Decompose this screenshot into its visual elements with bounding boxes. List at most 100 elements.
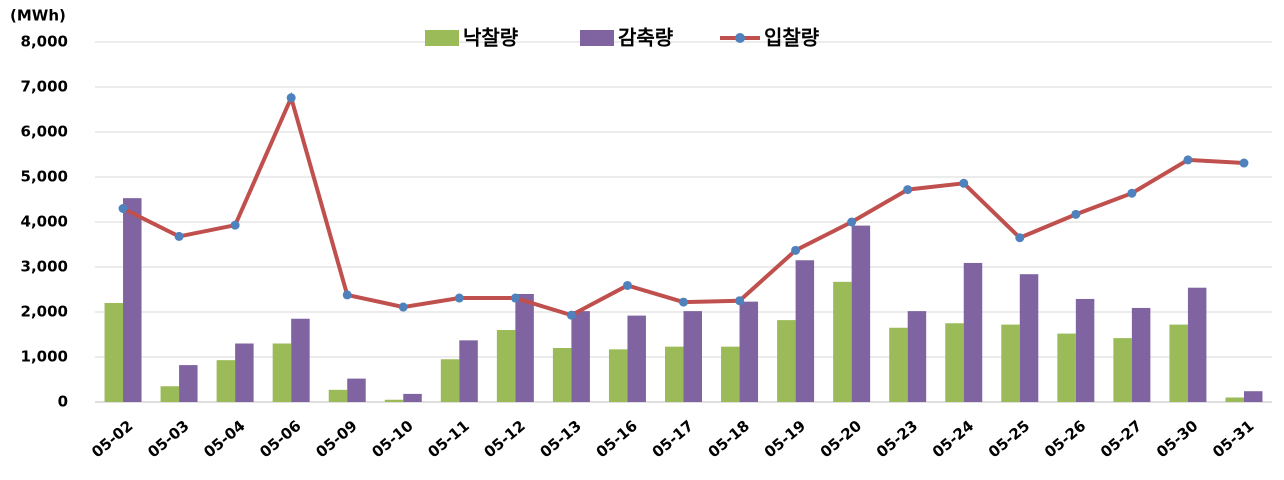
y-axis-unit: (MWh) xyxy=(10,7,66,25)
line-marker xyxy=(1183,155,1193,165)
bar xyxy=(160,386,180,402)
bar xyxy=(291,318,310,402)
x-tick-label: 05-10 xyxy=(368,417,416,462)
x-tick-label: 05-26 xyxy=(1041,417,1089,462)
x-tick-label: 05-11 xyxy=(424,417,472,462)
line-marker xyxy=(1071,209,1081,219)
bar xyxy=(1187,287,1207,402)
line-marker xyxy=(1127,188,1137,198)
x-tick-label: 05-12 xyxy=(480,417,528,462)
bar xyxy=(795,260,815,402)
line-marker xyxy=(342,290,352,300)
x-tick-label: 05-16 xyxy=(593,417,641,462)
y-tick-label: 6,000 xyxy=(21,123,68,141)
line-marker xyxy=(735,296,745,306)
bar xyxy=(608,349,628,402)
bar xyxy=(907,311,927,402)
x-tick-label: 05-24 xyxy=(929,417,977,462)
bar xyxy=(1057,333,1076,402)
y-tick-label: 3,000 xyxy=(21,258,68,276)
bar xyxy=(235,343,254,402)
x-tick-label: 05-03 xyxy=(144,417,192,462)
bar xyxy=(104,303,124,402)
y-tick-label: 0 xyxy=(58,393,68,411)
line-marker xyxy=(174,231,184,241)
bar xyxy=(403,393,422,402)
x-tick-label: 05-02 xyxy=(88,417,136,462)
bar xyxy=(384,399,404,402)
x-tick-label: 05-06 xyxy=(256,417,304,462)
line-marker xyxy=(230,220,240,230)
bar xyxy=(889,327,908,402)
bar xyxy=(1001,324,1020,402)
x-tick-label: 05-18 xyxy=(705,417,753,462)
bar xyxy=(347,378,366,402)
bar xyxy=(851,225,871,402)
line-marker xyxy=(903,185,913,195)
bar xyxy=(123,198,142,402)
bar xyxy=(1243,391,1263,402)
x-tick-label: 05-04 xyxy=(200,417,248,462)
line-marker xyxy=(622,280,632,290)
legend: 낙찰량 감축량 입찰량 xyxy=(425,26,820,50)
legend-label: 감축량 xyxy=(618,26,674,50)
bar xyxy=(1131,307,1151,402)
bar xyxy=(1113,338,1132,402)
line-marker xyxy=(454,293,464,303)
x-tick-label: 05-30 xyxy=(1153,417,1201,462)
y-tick-label: 7,000 xyxy=(21,78,68,96)
bar xyxy=(179,365,198,402)
line-marker xyxy=(847,217,857,227)
line-marker xyxy=(398,302,408,312)
legend-swatch xyxy=(735,33,745,43)
line-marker xyxy=(510,293,520,303)
bar xyxy=(833,281,852,402)
line-marker xyxy=(286,93,296,103)
line-marker xyxy=(1239,158,1249,168)
bar xyxy=(1075,298,1095,402)
y-tick-label: 5,000 xyxy=(21,168,68,186)
x-tick-label: 05-17 xyxy=(649,417,697,462)
bar xyxy=(552,348,572,402)
bar xyxy=(627,315,646,402)
bar xyxy=(216,360,236,402)
legend-label: 입찰량 xyxy=(764,26,820,50)
y-tick-label: 2,000 xyxy=(21,303,68,321)
line xyxy=(122,91,1245,318)
x-tick-label: 05-31 xyxy=(1209,417,1257,462)
bar xyxy=(459,340,478,402)
line-marker xyxy=(679,297,688,307)
x-tick-label: 05-20 xyxy=(817,417,865,462)
bar xyxy=(683,311,702,402)
bar xyxy=(777,320,796,402)
bar xyxy=(272,343,292,402)
line-marker xyxy=(566,310,576,320)
legend-swatch xyxy=(425,30,459,46)
bar xyxy=(665,346,684,402)
bar xyxy=(945,323,964,402)
y-tick-label: 4,000 xyxy=(21,213,68,231)
line-marker xyxy=(1015,233,1025,243)
bar xyxy=(515,294,534,402)
y-tick-label: 8,000 xyxy=(21,33,68,51)
x-tick-label: 05-19 xyxy=(761,417,809,462)
line-marker xyxy=(959,178,969,188)
bar xyxy=(739,301,759,402)
bar xyxy=(1019,274,1039,402)
bar xyxy=(1169,324,1188,402)
x-tick-label: 05-09 xyxy=(312,417,360,462)
bar xyxy=(496,330,516,402)
x-tick-label: 05-23 xyxy=(873,417,921,462)
y-tick-label: 1,000 xyxy=(21,348,68,366)
bar xyxy=(721,346,740,402)
x-tick-label: 05-25 xyxy=(985,417,1033,462)
bar xyxy=(571,311,590,402)
x-tick-label: 05-13 xyxy=(537,417,585,462)
line-marker xyxy=(118,204,128,213)
bar xyxy=(963,262,983,402)
legend-swatch xyxy=(580,30,614,46)
line-marker xyxy=(791,245,801,255)
bar xyxy=(328,389,348,402)
legend-label: 낙찰량 xyxy=(463,26,519,50)
